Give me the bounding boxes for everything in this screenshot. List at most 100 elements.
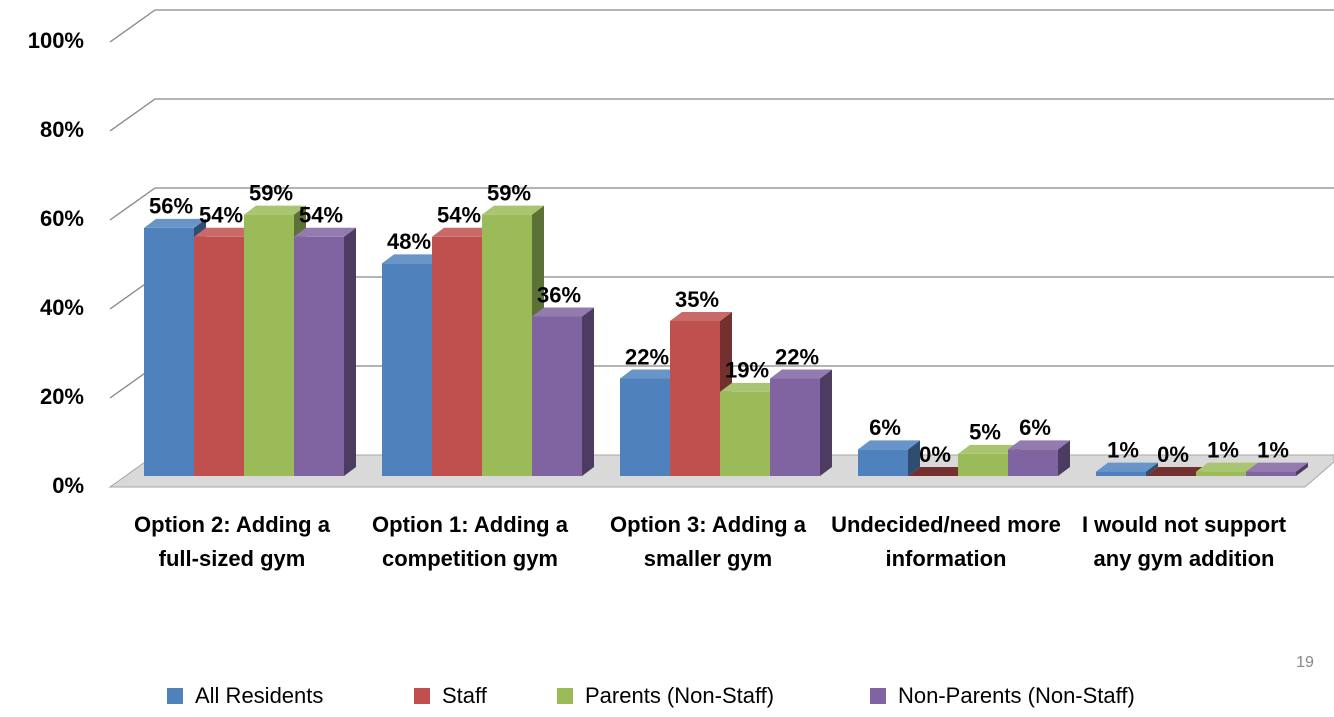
bar-top bbox=[958, 444, 1020, 454]
bar-side bbox=[582, 307, 594, 476]
legend-label: Parents (Non-Staff) bbox=[585, 683, 774, 708]
y-tick-label: 0% bbox=[52, 473, 84, 498]
bar-top bbox=[532, 307, 594, 317]
data-label: 6% bbox=[869, 415, 901, 440]
bar-front bbox=[244, 214, 294, 476]
bar-top bbox=[294, 227, 356, 237]
x-tick-label: Option 1: Adding a competition gym bbox=[372, 512, 568, 571]
legend-swatch bbox=[414, 688, 430, 704]
y-tick-label: 20% bbox=[40, 384, 84, 409]
legend-label: Non-Parents (Non-Staff) bbox=[898, 683, 1135, 708]
data-label: 59% bbox=[249, 180, 293, 205]
x-tick-label: I would not support any gym addition bbox=[1081, 512, 1287, 571]
bar-top bbox=[1008, 440, 1070, 450]
data-label: 56% bbox=[149, 194, 193, 219]
bar bbox=[858, 440, 920, 476]
y-tick-label: 100% bbox=[28, 28, 84, 53]
grid-line bbox=[109, 98, 1334, 132]
bar bbox=[908, 467, 970, 476]
legend-swatch bbox=[557, 688, 573, 704]
bar-top bbox=[770, 369, 832, 379]
bar-front bbox=[482, 214, 532, 476]
bar-top bbox=[432, 227, 494, 237]
bar-top bbox=[1146, 467, 1208, 476]
bar-side bbox=[1058, 440, 1070, 476]
bar-front bbox=[1096, 471, 1146, 476]
grid-line bbox=[109, 187, 1334, 221]
bar bbox=[1096, 462, 1158, 476]
bar-front bbox=[720, 391, 770, 476]
page-number: 19 bbox=[1296, 654, 1314, 671]
data-label: 35% bbox=[675, 287, 719, 312]
data-label: 36% bbox=[537, 282, 581, 307]
bar bbox=[532, 307, 594, 476]
bar-top bbox=[620, 369, 682, 379]
bar-front bbox=[144, 227, 194, 476]
data-label: 54% bbox=[437, 203, 481, 228]
y-tick-label: 80% bbox=[40, 117, 84, 142]
bar-top bbox=[482, 205, 544, 215]
bar-top bbox=[670, 311, 732, 321]
x-tick-label: Undecided/need more information bbox=[831, 512, 1061, 571]
bar-front bbox=[382, 263, 432, 476]
bar bbox=[1246, 462, 1308, 476]
bar-front bbox=[670, 320, 720, 476]
bar-top bbox=[908, 467, 970, 476]
bar-side bbox=[1296, 462, 1308, 476]
bar-top bbox=[1096, 462, 1158, 472]
bar-top bbox=[720, 382, 782, 392]
bar-top bbox=[244, 205, 306, 215]
data-label: 6% bbox=[1019, 415, 1051, 440]
data-label: 5% bbox=[969, 420, 1001, 445]
bar bbox=[670, 311, 732, 476]
data-label: 1% bbox=[1257, 437, 1289, 462]
bar bbox=[1008, 440, 1070, 476]
data-label: 1% bbox=[1207, 437, 1239, 462]
data-label: 59% bbox=[487, 180, 531, 205]
data-label: 48% bbox=[387, 229, 431, 254]
bar-front bbox=[432, 236, 482, 476]
data-label: 22% bbox=[625, 344, 669, 369]
bar-top bbox=[1196, 462, 1258, 472]
data-label: 54% bbox=[199, 203, 243, 228]
data-label: 1% bbox=[1107, 437, 1139, 462]
bar bbox=[770, 369, 832, 476]
bar-front bbox=[620, 378, 670, 476]
y-tick-label: 60% bbox=[40, 206, 84, 231]
bar-front bbox=[858, 449, 908, 476]
data-label: 54% bbox=[299, 203, 343, 228]
bar bbox=[1146, 467, 1208, 476]
legend-label: All Residents bbox=[195, 683, 323, 708]
x-tick-label: Option 3: Adding a smaller gym bbox=[610, 512, 806, 571]
bar-top bbox=[1246, 462, 1308, 472]
bar-top bbox=[382, 254, 444, 264]
bar-front bbox=[770, 378, 820, 476]
data-label: 22% bbox=[775, 344, 819, 369]
bar-front bbox=[1008, 449, 1058, 476]
bar-side bbox=[820, 369, 832, 476]
bar-front bbox=[194, 236, 244, 476]
data-label: 0% bbox=[919, 442, 951, 467]
legend-label: Staff bbox=[442, 683, 488, 708]
bar-side bbox=[1146, 462, 1158, 476]
bar-front bbox=[1196, 471, 1246, 476]
bar-front bbox=[532, 316, 582, 476]
y-tick-label: 40% bbox=[40, 295, 84, 320]
bar-top bbox=[858, 440, 920, 450]
bar-side bbox=[344, 227, 356, 476]
data-label: 0% bbox=[1157, 442, 1189, 467]
grid-line bbox=[109, 9, 1334, 43]
bar-front bbox=[1246, 471, 1296, 476]
data-label: 19% bbox=[725, 358, 769, 383]
legend-swatch bbox=[167, 688, 183, 704]
bar-top bbox=[144, 218, 206, 228]
bar-front bbox=[958, 453, 1008, 476]
x-tick-label: Option 2: Adding a full-sized gym bbox=[134, 512, 330, 571]
bar-front bbox=[294, 236, 344, 476]
bar-side bbox=[908, 440, 920, 476]
bar bbox=[294, 227, 356, 476]
bar-top bbox=[194, 227, 256, 237]
legend-swatch bbox=[870, 688, 886, 704]
